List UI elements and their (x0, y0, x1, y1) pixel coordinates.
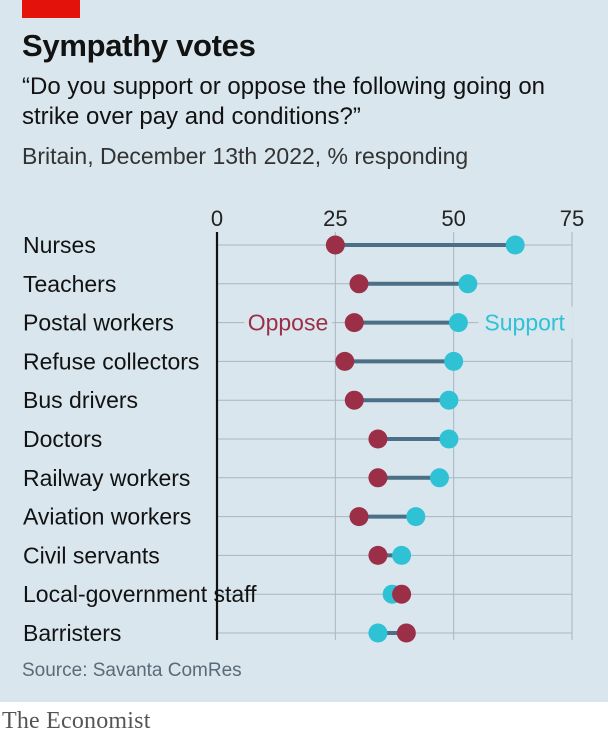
support-dot (448, 313, 468, 333)
x-tick-label: 25 (323, 206, 347, 231)
category-label: Bus drivers (23, 387, 138, 413)
oppose-dot (344, 390, 364, 410)
support-dot (429, 468, 449, 488)
economist-wordmark: The Economist (2, 708, 151, 734)
oppose-label-bg (244, 306, 333, 339)
chart-title: Sympathy votes (22, 28, 256, 63)
oppose-dot (344, 313, 364, 333)
category-label: Civil servants (23, 542, 160, 568)
category-label: Barristers (23, 620, 121, 646)
oppose-dot (368, 545, 388, 565)
brand-red-tag (22, 0, 80, 18)
category-label: Railway workers (23, 465, 190, 491)
support-dot (458, 274, 478, 294)
category-label: Local-government staff (23, 581, 257, 607)
source-note: Source: Savanta ComRes (22, 660, 242, 681)
category-label: Aviation workers (23, 504, 191, 530)
chart-card: Sympathy votes “Do you support or oppose… (0, 0, 608, 702)
oppose-dot (349, 274, 369, 294)
x-tick-label: 0 (211, 206, 223, 231)
oppose-dot (349, 507, 369, 527)
support-label-bg (478, 306, 573, 339)
support-dot (444, 351, 464, 371)
chart-subtitle: “Do you support or oppose the following … (22, 73, 546, 130)
chart-note: Britain, December 13th 2022, % respondin… (22, 143, 469, 169)
x-tick-label: 50 (441, 206, 465, 231)
support-dot (392, 545, 412, 565)
category-label: Doctors (23, 426, 102, 452)
category-label: Postal workers (23, 310, 174, 336)
dot-plot: 0 25 50 75 Nurses Teachers Postal workers Refus… (23, 206, 584, 646)
support-dot (505, 235, 525, 255)
support-annotation: Support (484, 310, 565, 336)
x-tick-label: 75 (560, 206, 584, 231)
oppose-dot (368, 429, 388, 449)
category-label: Teachers (23, 271, 116, 297)
category-label: Refuse collectors (23, 348, 199, 374)
oppose-dot (335, 351, 355, 371)
oppose-dot (392, 584, 412, 604)
support-dot (439, 429, 459, 449)
oppose-dot (368, 468, 388, 488)
support-dot (406, 507, 426, 527)
oppose-annotation: Oppose (248, 310, 329, 336)
support-dot (368, 623, 388, 643)
support-dot (439, 390, 459, 410)
oppose-dot (396, 623, 416, 643)
oppose-dot (325, 235, 345, 255)
category-label: Nurses (23, 232, 96, 258)
